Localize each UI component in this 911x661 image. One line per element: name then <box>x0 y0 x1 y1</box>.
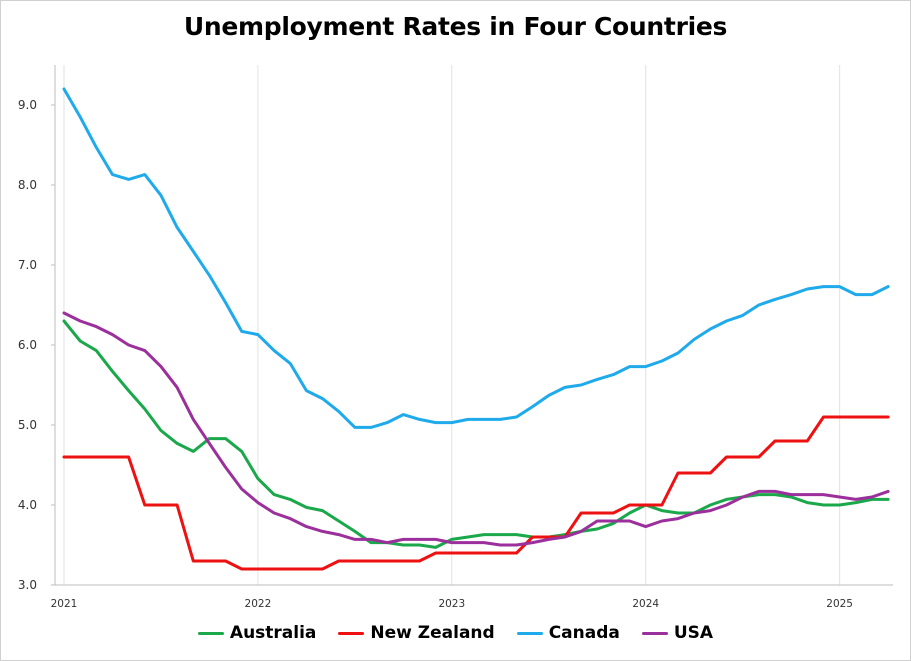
x-tick-label: 2025 <box>826 598 853 610</box>
legend-label: Canada <box>548 623 620 643</box>
y-tick-label: 8.0 <box>18 178 37 192</box>
y-axis-ticks: 3.0 4.0 5.0 6.0 7.0 8.0 9.0 <box>18 98 55 592</box>
series-line-canada <box>62 87 890 429</box>
series-line-usa <box>62 311 890 547</box>
series-lines <box>62 87 890 571</box>
legend-item-usa: USA <box>641 623 714 643</box>
legend-swatch <box>641 631 668 635</box>
legend-swatch <box>197 631 224 635</box>
series-line-australia <box>62 319 890 549</box>
series-line-new-zealand <box>62 415 890 571</box>
y-tick-label: 6.0 <box>18 338 37 352</box>
y-tick-label: 5.0 <box>18 418 37 432</box>
chart-title: Unemployment Rates in Four Countries <box>183 12 728 41</box>
x-tick-label: 2023 <box>438 598 465 610</box>
x-axis-ticks: 2021 2022 2023 2024 2025 <box>51 598 853 610</box>
legend-label: Australia <box>229 623 317 643</box>
y-tick-label: 7.0 <box>18 258 37 272</box>
legend-item-australia: Australia <box>197 623 317 643</box>
legend-label: USA <box>673 623 714 643</box>
legend-item-new-zealand: New Zealand <box>338 623 495 643</box>
axes <box>54 65 893 586</box>
legend-label: New Zealand <box>370 623 495 643</box>
legend-item-canada: Canada <box>516 623 620 643</box>
legend: Australia New Zealand Canada USA <box>0 623 911 643</box>
x-tick-label: 2022 <box>245 598 272 610</box>
legend-swatch <box>516 631 543 635</box>
y-tick-label: 4.0 <box>18 498 37 512</box>
x-tick-label: 2021 <box>51 598 78 610</box>
x-tick-label: 2024 <box>632 598 659 610</box>
legend-swatch <box>338 631 365 635</box>
y-tick-label: 3.0 <box>18 578 37 592</box>
y-tick-label: 9.0 <box>18 98 37 112</box>
